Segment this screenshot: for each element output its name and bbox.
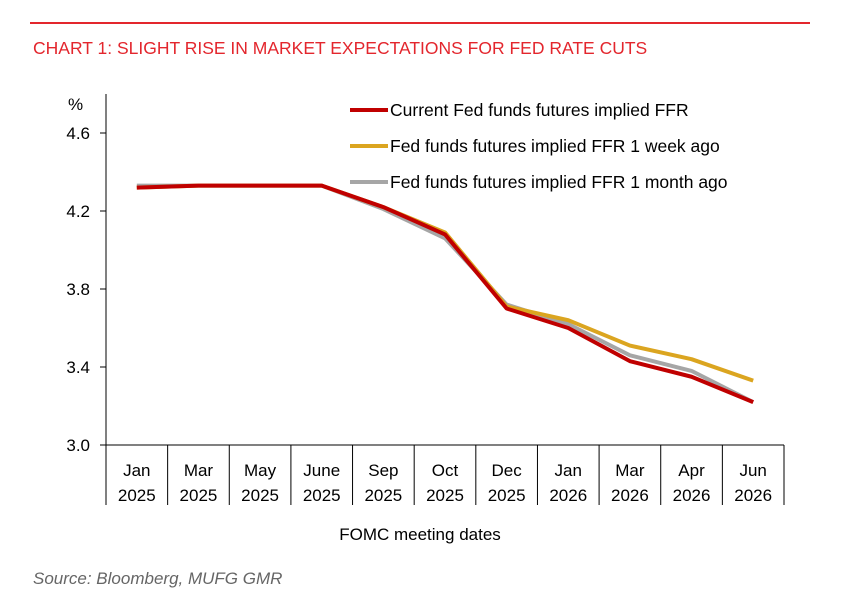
- y-tick-label: 3.0: [66, 436, 90, 455]
- x-tick-label-year: 2025: [241, 486, 279, 505]
- x-tick-label-year: 2026: [673, 486, 711, 505]
- x-tick-label: Apr: [678, 461, 705, 480]
- x-tick-label-year: 2025: [180, 486, 218, 505]
- title-rule: [30, 22, 810, 24]
- x-tick-label-year: 2025: [303, 486, 341, 505]
- y-tick-label: 3.8: [66, 280, 90, 299]
- x-tick-label-year: 2025: [118, 486, 156, 505]
- x-tick-label: Dec: [492, 461, 523, 480]
- x-tick-label: May: [244, 461, 277, 480]
- x-tick-label: Jan: [123, 461, 150, 480]
- x-tick-label: Mar: [184, 461, 214, 480]
- legend-label-0: Current Fed funds futures implied FFR: [390, 100, 689, 120]
- x-tick-label-year: 2026: [611, 486, 649, 505]
- x-tick-label: Sep: [368, 461, 398, 480]
- legend-label-2: Fed funds futures implied FFR 1 month ag…: [390, 172, 728, 192]
- series-line-1: [136, 183, 754, 383]
- y-tick-label: 3.4: [66, 358, 90, 377]
- series-line-0: [136, 183, 754, 404]
- y-tick-label: 4.6: [66, 124, 90, 143]
- x-tick-label-year: 2025: [426, 486, 464, 505]
- y-tick-label: 4.2: [66, 202, 90, 221]
- x-tick-label: Jun: [739, 461, 766, 480]
- chart-title: CHART 1: SLIGHT RISE IN MARKET EXPECTATI…: [33, 38, 648, 58]
- x-axis-label: FOMC meeting dates: [339, 525, 501, 544]
- source-note: Source: Bloomberg, MUFG GMR: [33, 569, 283, 588]
- x-tick-label-year: 2026: [549, 486, 587, 505]
- x-tick-label-year: 2025: [488, 486, 526, 505]
- x-tick-label: Oct: [432, 461, 459, 480]
- x-tick-label: Jan: [555, 461, 582, 480]
- legend-label-1: Fed funds futures implied FFR 1 week ago: [390, 136, 720, 156]
- x-tick-label-year: 2026: [734, 486, 772, 505]
- x-tick-label: June: [303, 461, 340, 480]
- x-tick-label: Mar: [615, 461, 645, 480]
- x-tick-label-year: 2025: [364, 486, 402, 505]
- y-axis-label: %: [68, 95, 83, 114]
